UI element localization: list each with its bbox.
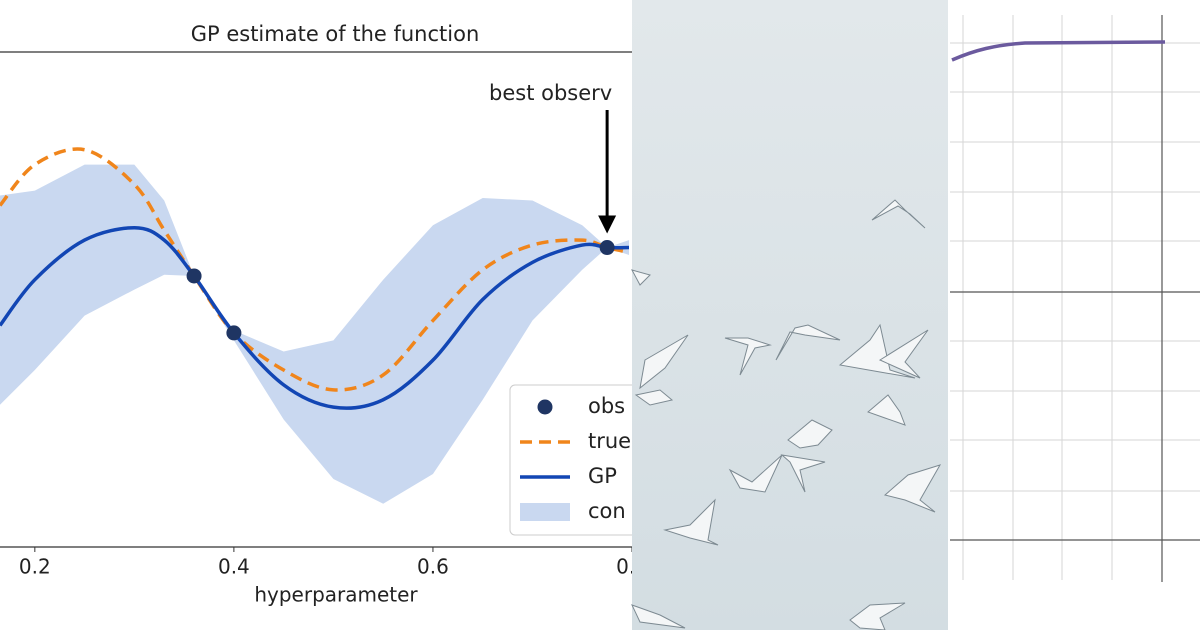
- annotation-text: best observ: [489, 81, 612, 105]
- x-tick-label: 0.4: [218, 555, 250, 579]
- bird: [780, 454, 826, 493]
- curve: [951, 40, 1166, 62]
- bird: [724, 337, 772, 376]
- grid-panel: [948, 0, 1200, 630]
- bird: [867, 394, 906, 426]
- bird: [631, 604, 686, 629]
- legend-label: con: [588, 499, 626, 523]
- observation: [186, 268, 202, 284]
- x-tick-label: 0.8: [616, 555, 648, 579]
- bird: [634, 389, 674, 406]
- x-axis-label: hyperparameter: [254, 583, 418, 607]
- legend-box: [509, 384, 632, 536]
- legend-label: GP: [588, 464, 617, 488]
- x-tick-label: 0.6: [417, 555, 449, 579]
- x-tick-label: 0.2: [19, 555, 51, 579]
- bird: [838, 323, 916, 379]
- legend-label: true: [588, 429, 631, 453]
- legend-marker: [537, 399, 553, 415]
- series-line: [0, 147, 630, 392]
- bird: [878, 329, 929, 379]
- series-line: [0, 225, 630, 410]
- legend-label: obs: [588, 394, 625, 418]
- bird: [639, 334, 689, 390]
- legend-marker: [520, 503, 570, 521]
- chart-title: GP estimate of the function: [191, 22, 480, 46]
- bird: [871, 199, 926, 229]
- chart: GP estimate of the function hyperparamet…: [0, 22, 648, 607]
- bird: [775, 324, 841, 361]
- bird: [631, 269, 651, 286]
- bird: [787, 419, 833, 449]
- bird: [849, 602, 906, 630]
- sky: [632, 0, 948, 630]
- birds: [631, 199, 942, 630]
- annotation-arrowhead: [598, 215, 617, 234]
- grid-background: [948, 0, 1200, 630]
- bird: [728, 454, 783, 493]
- bird: [663, 498, 719, 546]
- confidence-band: [0, 164, 630, 504]
- photo: [631, 0, 948, 630]
- grid-axes: [950, 15, 1200, 582]
- observation: [599, 240, 615, 256]
- bird: [883, 464, 942, 513]
- observation: [226, 325, 242, 341]
